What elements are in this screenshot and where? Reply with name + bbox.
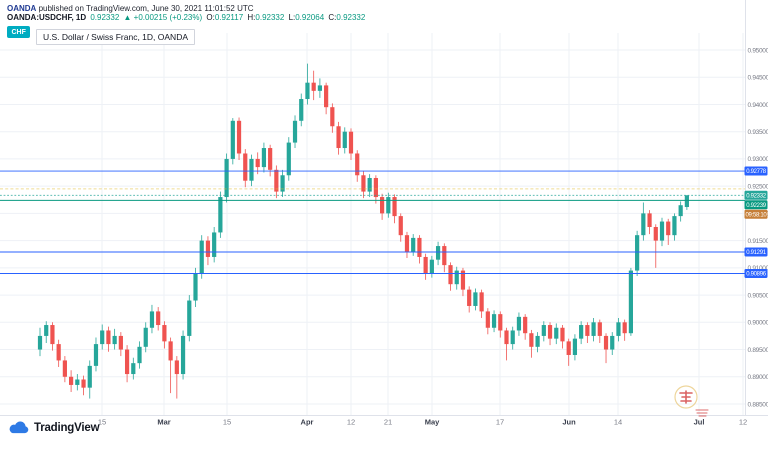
svg-text:0.91291: 0.91291 xyxy=(746,250,767,256)
svg-text:21: 21 xyxy=(384,418,392,427)
watermark-logo xyxy=(674,385,709,417)
high-label: H: xyxy=(247,13,256,22)
svg-text:0.92500: 0.92500 xyxy=(748,183,768,190)
price-axis[interactable]: 0.95000 0.94500 0.94000 0.93500 0.93000 0.925… xyxy=(748,47,768,408)
chart-legend[interactable]: U.S. Dollar / Swiss Franc, 1D, OANDA xyxy=(36,29,196,45)
svg-text:Apr: Apr xyxy=(301,418,314,427)
svg-text:0.88500: 0.88500 xyxy=(748,401,768,408)
svg-text:0.95000: 0.95000 xyxy=(748,47,768,54)
svg-text:0.91000: 0.91000 xyxy=(748,265,768,272)
open-label: O: xyxy=(206,13,215,22)
low-value: 0.92064 xyxy=(295,13,325,22)
svg-text:Jun: Jun xyxy=(562,418,576,427)
currency-badge[interactable]: CHF xyxy=(7,26,31,38)
close-label: C: xyxy=(328,13,337,22)
svg-text:0.90896: 0.90896 xyxy=(746,272,767,278)
svg-text:0.92239: 0.92239 xyxy=(746,203,767,209)
high-value: 0.92332 xyxy=(255,13,285,22)
price-change: ▲ +0.00215 (+0.23%) xyxy=(123,13,203,22)
publish-info-line: OANDA published on TradingView.com, June… xyxy=(7,4,254,14)
close-value: 0.92332 xyxy=(336,13,366,22)
svg-text:0.94000: 0.94000 xyxy=(748,102,768,109)
svg-text:0.90000: 0.90000 xyxy=(748,320,768,327)
time-axis[interactable]: 15 Mar 15 Apr 12 21 May 17 Jun 14 Jul 12 xyxy=(98,418,747,427)
price-axis-labels: 0.92778 0.92332 0.92239 09:58:10 0.91291 0.90… xyxy=(744,166,768,279)
svg-text:0.92332: 0.92332 xyxy=(746,193,767,199)
svg-text:Mar: Mar xyxy=(157,418,170,427)
svg-text:15: 15 xyxy=(98,418,106,427)
tradingview-wordmark: TradingView xyxy=(34,421,100,434)
svg-text:0.89500: 0.89500 xyxy=(748,347,768,354)
svg-text:14: 14 xyxy=(614,418,622,427)
open-value: 0.92117 xyxy=(214,13,244,22)
publish-text: published on TradingView.com, June 30, 2… xyxy=(36,4,254,13)
svg-text:09:58:10: 09:58:10 xyxy=(746,212,768,218)
broker-name: OANDA xyxy=(7,4,37,13)
tradingview-logo[interactable]: TradingView xyxy=(7,420,100,435)
last-price: 0.92332 xyxy=(90,13,120,22)
price-lines[interactable] xyxy=(0,170,745,274)
svg-text:12: 12 xyxy=(347,418,355,427)
symbol-name: OANDA:USDCHF, 1D xyxy=(7,13,87,22)
svg-text:0.90500: 0.90500 xyxy=(748,292,768,299)
candlestick-series[interactable] xyxy=(37,63,689,399)
svg-text:Jul: Jul xyxy=(694,418,705,427)
svg-text:0.93500: 0.93500 xyxy=(748,129,768,136)
svg-text:0.93000: 0.93000 xyxy=(748,156,768,163)
svg-text:May: May xyxy=(425,418,440,427)
svg-text:15: 15 xyxy=(223,418,231,427)
symbol-info-bar: OANDA:USDCHF, 1D 0.92332 ▲ +0.00215 (+0.… xyxy=(7,13,367,23)
svg-text:0.91500: 0.91500 xyxy=(748,238,768,245)
svg-text:0.89000: 0.89000 xyxy=(748,374,768,381)
grid xyxy=(0,33,745,415)
svg-text:12: 12 xyxy=(739,418,747,427)
svg-text:17: 17 xyxy=(496,418,504,427)
svg-text:0.94500: 0.94500 xyxy=(748,75,768,82)
low-label: L: xyxy=(288,13,296,22)
cloud-icon xyxy=(9,421,29,434)
svg-text:0.92778: 0.92778 xyxy=(746,169,767,175)
